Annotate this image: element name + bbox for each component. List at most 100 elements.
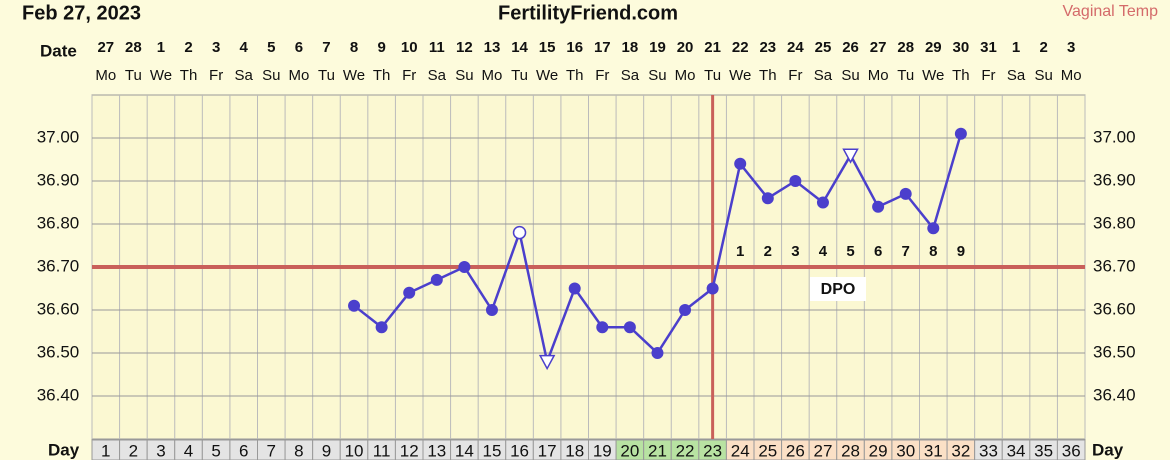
x-tick-label: 28 bbox=[841, 441, 860, 460]
x-tick-label: 11 bbox=[373, 441, 391, 460]
weekday-label: Mo bbox=[1061, 67, 1082, 84]
weekday-label: Sa bbox=[428, 67, 447, 84]
marker bbox=[927, 222, 940, 235]
y-tick-label: 36.70 bbox=[37, 256, 80, 275]
dpo-number: 7 bbox=[902, 243, 910, 260]
dpo-label: DPO bbox=[821, 281, 856, 298]
marker bbox=[872, 200, 885, 213]
marker bbox=[679, 304, 692, 316]
marker bbox=[348, 299, 361, 312]
weekday-label: Fr bbox=[209, 67, 223, 84]
x-tick-label: 23 bbox=[703, 441, 722, 460]
chart-title: FertilityFriend.com bbox=[498, 2, 678, 24]
x-tick-label: 8 bbox=[294, 441, 303, 460]
date-label: 15 bbox=[539, 39, 556, 56]
date-label: 18 bbox=[622, 39, 639, 56]
x-tick-label: 10 bbox=[345, 441, 364, 460]
weekday-label: We bbox=[150, 67, 172, 84]
date-label: 5 bbox=[267, 39, 275, 56]
x-tick-label: 32 bbox=[951, 441, 970, 460]
day-row-label: Day bbox=[1092, 440, 1124, 459]
x-tick-label: 35 bbox=[1034, 441, 1053, 460]
date-label: 28 bbox=[897, 39, 914, 56]
x-tick-label: 30 bbox=[896, 441, 915, 460]
dpo-number: 6 bbox=[874, 243, 882, 260]
weekday-label: Su bbox=[648, 67, 666, 84]
date-label: 11 bbox=[429, 39, 445, 56]
chart-subtitle: Vaginal Temp bbox=[1063, 3, 1159, 20]
marker bbox=[816, 196, 829, 209]
date-label: 7 bbox=[322, 39, 330, 56]
dpo-number: 4 bbox=[819, 243, 828, 260]
weekday-label: Mo bbox=[288, 67, 309, 84]
marker bbox=[375, 321, 388, 334]
date-label: 3 bbox=[212, 39, 220, 56]
marker bbox=[789, 175, 802, 187]
x-tick-label: 27 bbox=[813, 441, 832, 460]
dpo-box bbox=[810, 277, 866, 301]
x-tick-label: 21 bbox=[648, 441, 667, 460]
marker bbox=[623, 321, 636, 334]
date-label: 14 bbox=[511, 39, 528, 56]
weekday-label: Sa bbox=[814, 67, 833, 84]
date-label: 17 bbox=[594, 39, 611, 56]
weekday-label: Th bbox=[566, 67, 584, 84]
marker bbox=[458, 261, 471, 273]
date-label: 19 bbox=[649, 39, 666, 56]
x-tick-label: 5 bbox=[211, 441, 220, 460]
weekday-label: Fr bbox=[788, 67, 802, 84]
weekday-label: Su bbox=[262, 67, 280, 84]
dpo-number: 1 bbox=[736, 243, 744, 260]
date-label: 3 bbox=[1067, 39, 1075, 56]
date-label: 10 bbox=[401, 39, 418, 56]
dpo-number: 9 bbox=[957, 243, 965, 260]
marker bbox=[651, 347, 664, 359]
x-tick-label: 17 bbox=[538, 441, 557, 460]
marker bbox=[596, 321, 609, 334]
y-tick-label: 36.50 bbox=[37, 342, 80, 361]
y-tick-label: 36.90 bbox=[37, 170, 80, 189]
y-tick-label: 36.70 bbox=[1093, 256, 1136, 275]
x-tick-label: 4 bbox=[184, 441, 193, 460]
dpo-number: 3 bbox=[791, 243, 799, 260]
y-tick-label: 37.00 bbox=[37, 127, 80, 146]
marker bbox=[761, 192, 774, 205]
marker-open bbox=[512, 225, 527, 240]
date-label: 29 bbox=[925, 39, 942, 56]
weekday-label: Tu bbox=[125, 67, 142, 84]
x-tick-label: 19 bbox=[593, 441, 612, 460]
weekday-label: Tu bbox=[897, 67, 914, 84]
marker-triangle bbox=[538, 354, 556, 371]
weekday-label: Fr bbox=[402, 67, 416, 84]
date-label: 21 bbox=[704, 39, 721, 56]
weekday-label: Th bbox=[373, 67, 391, 84]
weekday-label: Sa bbox=[1007, 67, 1026, 84]
y-tick-label: 37.00 bbox=[1093, 127, 1136, 146]
date-label: 1 bbox=[157, 39, 165, 56]
date-label: 16 bbox=[566, 39, 583, 56]
date-label: 27 bbox=[97, 39, 114, 56]
x-tick-label: 26 bbox=[786, 441, 805, 460]
x-tick-label: 9 bbox=[322, 441, 331, 460]
dpo-number: 8 bbox=[929, 243, 937, 260]
weekday-label: Mo bbox=[868, 67, 889, 84]
date-label: 24 bbox=[787, 39, 804, 56]
y-tick-label: 36.80 bbox=[37, 213, 80, 232]
x-tick-label: 25 bbox=[758, 441, 777, 460]
weekday-label: Mo bbox=[675, 67, 696, 84]
x-tick-label: 22 bbox=[676, 441, 695, 460]
weekday-label: Fr bbox=[981, 67, 995, 84]
x-tick-label: 3 bbox=[156, 441, 165, 460]
marker bbox=[954, 127, 967, 140]
weekday-label: We bbox=[729, 67, 751, 84]
marker bbox=[485, 304, 498, 316]
x-tick-label: 31 bbox=[924, 441, 943, 460]
date-label: 22 bbox=[732, 39, 749, 56]
date-label: 1 bbox=[1012, 39, 1020, 56]
weekday-label: Su bbox=[455, 67, 473, 84]
chart-date: Feb 27, 2023 bbox=[22, 2, 141, 24]
weekday-label: Tu bbox=[318, 67, 335, 84]
weekday-label: Su bbox=[1034, 67, 1052, 84]
day-cell bbox=[1056, 439, 1086, 460]
